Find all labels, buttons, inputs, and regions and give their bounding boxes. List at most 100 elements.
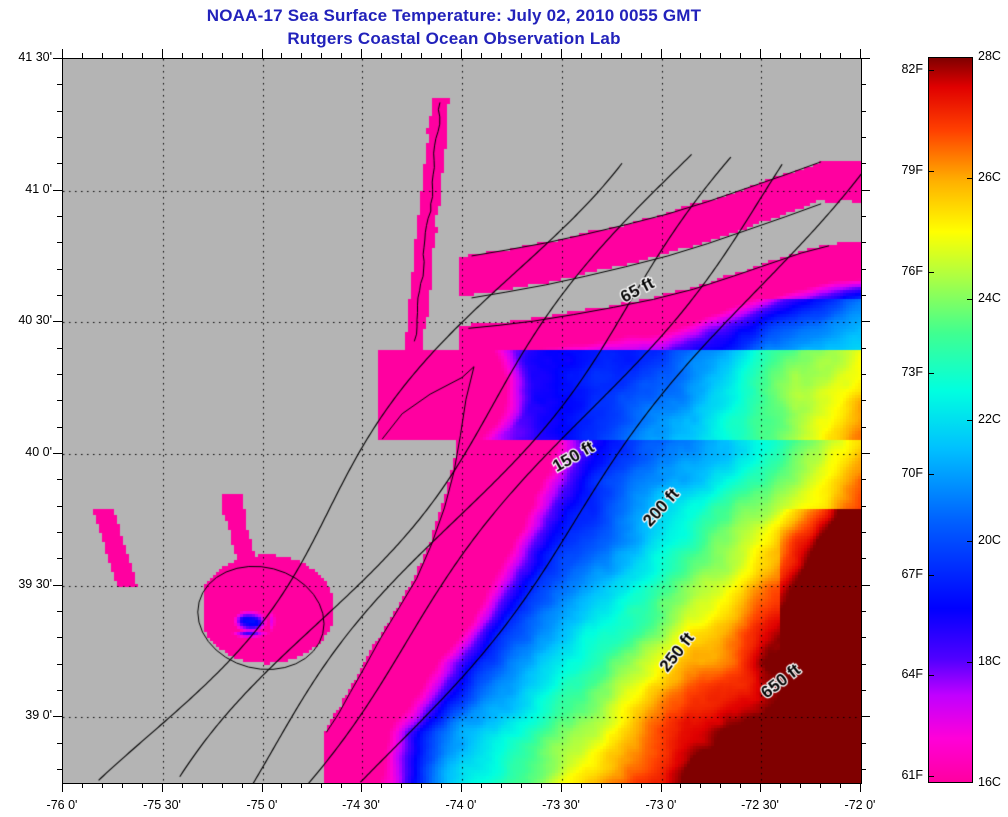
y-tick-minor: [861, 137, 866, 138]
colorbar-fahrenheit-label: 79F: [901, 163, 923, 177]
y-tick-minor: [57, 664, 62, 665]
x-tick-minor: [421, 53, 422, 58]
x-tick-minor: [541, 783, 542, 788]
colorbar-tick: [928, 474, 934, 475]
x-tick-minor: [381, 783, 382, 788]
x-tick-major: [262, 49, 263, 58]
x-tick-minor: [641, 53, 642, 58]
x-tick-major: [461, 49, 462, 58]
y-tick-minor: [861, 558, 866, 559]
colorbar-fahrenheit-label: 76F: [901, 264, 923, 278]
x-tick-minor: [641, 783, 642, 788]
x-tick-minor: [102, 783, 103, 788]
x-tick-minor: [202, 783, 203, 788]
chart-title-block: NOAA-17 Sea Surface Temperature: July 02…: [0, 4, 908, 50]
x-axis-label: -74 0': [445, 798, 477, 812]
x-tick-minor: [601, 53, 602, 58]
y-tick-minor: [861, 269, 866, 270]
x-tick-minor: [840, 53, 841, 58]
colorbar-tick: [967, 178, 973, 179]
y-tick-major: [861, 453, 870, 454]
y-tick-minor: [57, 427, 62, 428]
y-tick-minor: [861, 532, 866, 533]
x-tick-major: [361, 49, 362, 58]
x-tick-minor: [242, 53, 243, 58]
y-tick-major: [53, 321, 62, 322]
x-tick-minor: [481, 783, 482, 788]
x-tick-minor: [82, 783, 83, 788]
x-tick-minor: [800, 53, 801, 58]
y-tick-minor: [861, 664, 866, 665]
colorbar-tick: [967, 541, 973, 542]
y-axis-label: 39 30': [18, 577, 52, 591]
x-tick-minor: [341, 783, 342, 788]
x-tick-major: [162, 49, 163, 58]
y-tick-minor: [57, 111, 62, 112]
x-tick-major: [561, 783, 562, 792]
x-axis-label: -75 30': [143, 798, 181, 812]
y-tick-minor: [861, 111, 866, 112]
y-tick-minor: [57, 743, 62, 744]
y-tick-minor: [57, 269, 62, 270]
colorbar-fahrenheit-label: 82F: [901, 62, 923, 76]
x-tick-minor: [301, 53, 302, 58]
y-tick-minor: [861, 690, 866, 691]
colorbar-celsius-label: 22C: [978, 412, 1001, 426]
y-tick-minor: [57, 769, 62, 770]
colorbar-tick: [928, 171, 934, 172]
colorbar-celsius-label: 18C: [978, 654, 1001, 668]
colorbar-tick: [928, 575, 934, 576]
x-tick-minor: [222, 783, 223, 788]
y-tick-minor: [861, 84, 866, 85]
x-tick-major: [461, 783, 462, 792]
x-tick-minor: [521, 783, 522, 788]
x-tick-minor: [182, 783, 183, 788]
x-tick-minor: [840, 783, 841, 788]
y-tick-major: [861, 321, 870, 322]
x-tick-minor: [621, 53, 622, 58]
x-tick-minor: [481, 53, 482, 58]
y-tick-minor: [861, 400, 866, 401]
x-tick-minor: [341, 53, 342, 58]
y-tick-minor: [861, 242, 866, 243]
colorbar-tick: [967, 420, 973, 421]
y-axis-label: 40 0': [25, 445, 52, 459]
y-tick-minor: [57, 84, 62, 85]
y-tick-minor: [861, 163, 866, 164]
x-tick-minor: [441, 783, 442, 788]
y-tick-minor: [57, 137, 62, 138]
y-axis-label: 39 0': [25, 708, 52, 722]
y-tick-major: [861, 716, 870, 717]
x-tick-major: [760, 49, 761, 58]
y-tick-minor: [861, 769, 866, 770]
y-tick-minor: [57, 216, 62, 217]
x-tick-major: [62, 49, 63, 58]
x-tick-minor: [780, 783, 781, 788]
y-tick-minor: [861, 374, 866, 375]
x-tick-minor: [780, 53, 781, 58]
colorbar-tick: [928, 70, 934, 71]
x-tick-minor: [142, 53, 143, 58]
x-tick-minor: [541, 53, 542, 58]
colorbar-celsius-label: 24C: [978, 291, 1001, 305]
y-tick-minor: [861, 506, 866, 507]
x-tick-minor: [740, 53, 741, 58]
y-tick-major: [53, 453, 62, 454]
x-tick-major: [760, 783, 761, 792]
y-tick-major: [861, 585, 870, 586]
x-tick-minor: [700, 53, 701, 58]
x-tick-minor: [501, 53, 502, 58]
x-axis-label: -76 0': [46, 798, 78, 812]
x-tick-minor: [441, 53, 442, 58]
x-tick-minor: [820, 783, 821, 788]
x-tick-major: [561, 49, 562, 58]
x-tick-minor: [820, 53, 821, 58]
x-tick-minor: [581, 53, 582, 58]
y-tick-minor: [57, 163, 62, 164]
y-tick-major: [53, 585, 62, 586]
x-tick-minor: [521, 53, 522, 58]
y-tick-minor: [57, 242, 62, 243]
x-tick-minor: [202, 53, 203, 58]
x-tick-minor: [222, 53, 223, 58]
x-tick-minor: [720, 53, 721, 58]
